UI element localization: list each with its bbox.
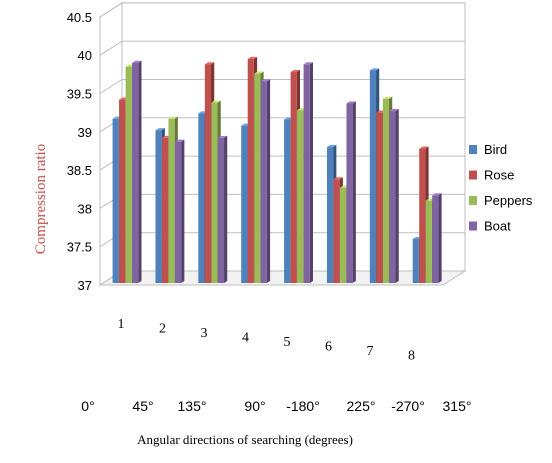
y-axis-ticks: 37 37.5 38 38.5 39 39.5 40 40.5 bbox=[67, 10, 92, 293]
bar-front bbox=[383, 99, 389, 283]
bar-front bbox=[284, 120, 290, 283]
chart-walls bbox=[100, 3, 465, 285]
y-tick-label: 40 bbox=[78, 48, 92, 63]
bar-front bbox=[132, 63, 138, 283]
bar-front bbox=[162, 138, 168, 283]
bar-front bbox=[113, 119, 119, 283]
x-axis-title: Angular directions of searching (degrees… bbox=[137, 432, 353, 447]
y-tick-label: 38.5 bbox=[67, 163, 92, 178]
bar-front bbox=[376, 113, 382, 283]
bar-front bbox=[340, 188, 346, 283]
bar-boat bbox=[175, 140, 184, 283]
legend-label-rose: Rose bbox=[484, 168, 514, 183]
bar-front bbox=[419, 149, 425, 283]
bar-front bbox=[248, 59, 254, 283]
y-tick-label: 37.5 bbox=[67, 240, 92, 255]
bar-front bbox=[211, 103, 217, 283]
category-label: 8 bbox=[408, 349, 415, 364]
y-tick-label: 38 bbox=[78, 201, 92, 216]
bar-front bbox=[304, 64, 310, 283]
bar-front bbox=[432, 195, 438, 283]
bar-front bbox=[198, 113, 204, 283]
bar-front bbox=[119, 100, 125, 283]
category-label: 7 bbox=[367, 344, 374, 359]
bar-side bbox=[310, 62, 313, 283]
y-axis-title: Compression ratio bbox=[33, 144, 49, 254]
y-tick-label: 40.5 bbox=[67, 10, 92, 25]
bar-side bbox=[353, 101, 356, 283]
legend-swatch-peppers bbox=[469, 196, 477, 205]
bar-front bbox=[241, 126, 247, 283]
angle-labels: 0° 45° 135° 90° -180° 225° -270° 315° bbox=[81, 398, 471, 414]
bar-front bbox=[254, 74, 260, 283]
bar-front bbox=[168, 119, 174, 283]
bar-side bbox=[267, 79, 270, 283]
bar-front bbox=[175, 142, 181, 283]
angle-label: 45° bbox=[132, 398, 153, 414]
bar-front bbox=[327, 147, 333, 283]
bar-front bbox=[205, 64, 211, 283]
angle-label: 90° bbox=[244, 398, 265, 414]
bar-boat bbox=[304, 62, 313, 283]
bar-side bbox=[224, 136, 227, 283]
bar-front bbox=[426, 201, 432, 283]
angle-label: 315° bbox=[443, 398, 472, 414]
angle-label: 0° bbox=[81, 398, 94, 414]
bar-front bbox=[291, 72, 297, 283]
legend-swatch-bird bbox=[469, 145, 477, 154]
legend-label-peppers: Peppers bbox=[484, 193, 533, 208]
bar-front bbox=[261, 81, 267, 283]
bar-boat bbox=[132, 61, 141, 283]
bar-boat bbox=[432, 193, 441, 283]
bar-front bbox=[155, 130, 161, 283]
legend-label-bird: Bird bbox=[484, 142, 507, 157]
bar-side bbox=[396, 109, 399, 283]
category-label: 6 bbox=[325, 340, 332, 355]
bar-front bbox=[297, 110, 303, 283]
legend-swatch-boat bbox=[469, 222, 477, 231]
bar-side bbox=[438, 193, 441, 283]
angle-label: 135° bbox=[178, 398, 207, 414]
bar-front bbox=[370, 71, 376, 283]
bar-boat bbox=[218, 136, 227, 283]
bar-front bbox=[346, 103, 352, 283]
category-label: 4 bbox=[242, 331, 249, 346]
bar-boat bbox=[389, 109, 398, 283]
angle-label: -270° bbox=[391, 398, 425, 414]
bar-boat bbox=[346, 101, 355, 283]
bar-boat bbox=[261, 79, 270, 283]
angle-label: -180° bbox=[286, 398, 320, 414]
y-tick-label: 37 bbox=[78, 278, 92, 293]
y-tick-label: 39.5 bbox=[67, 87, 92, 102]
bar-front bbox=[126, 67, 132, 283]
category-label: 1 bbox=[118, 317, 125, 332]
angle-label: 225° bbox=[347, 398, 376, 414]
legend: Bird Rose Peppers Boat bbox=[469, 142, 533, 234]
legend-label-boat: Boat bbox=[484, 219, 511, 234]
legend-swatch-rose bbox=[469, 171, 477, 180]
y-tick-label: 39 bbox=[78, 125, 92, 140]
bar-front bbox=[413, 239, 419, 283]
category-label: 3 bbox=[201, 326, 208, 341]
bar-front bbox=[333, 179, 339, 283]
bar-side bbox=[138, 61, 141, 283]
category-label: 5 bbox=[284, 335, 291, 350]
floor bbox=[100, 271, 465, 285]
category-label: 2 bbox=[159, 322, 166, 337]
bar-front bbox=[389, 111, 395, 283]
bar-side bbox=[181, 140, 184, 283]
bar-front bbox=[218, 138, 224, 283]
category-labels: 1 2 3 4 5 6 7 8 bbox=[118, 317, 416, 364]
